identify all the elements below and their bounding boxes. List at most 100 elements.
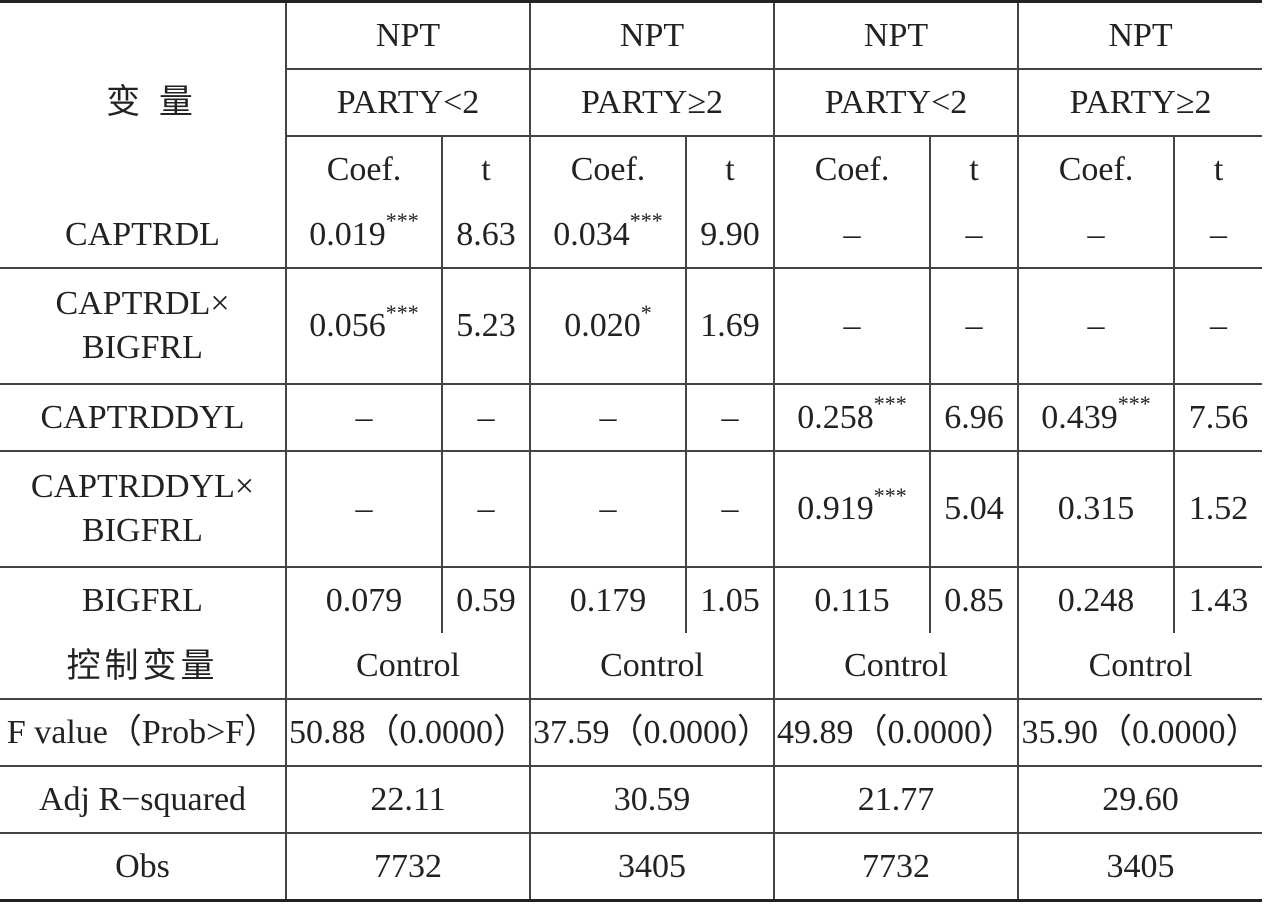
cell-value: – <box>477 490 495 527</box>
t-cell: 1.05 <box>685 566 775 633</box>
cell-value: 7.56 <box>1188 398 1249 436</box>
coef-cell: 0.179 <box>529 566 687 633</box>
significance-stars: *** <box>1117 391 1151 417</box>
group-subheader-party: PARTY<2 <box>773 68 1019 136</box>
summary-value: 7732 <box>773 832 1019 901</box>
t-cell: 7.56 <box>1173 383 1263 451</box>
cell-value: 1.43 <box>1188 581 1249 619</box>
table-row: BIGFRL 0.079 0.59 0.179 1.05 0.115 0.85 0.248 1.… <box>0 566 1263 633</box>
row-label-line: BIGFRL <box>82 512 203 549</box>
cell-value: 1.52 <box>1188 490 1249 527</box>
t-cell: – <box>929 267 1019 384</box>
coef-header: Coef. <box>773 135 931 202</box>
coef-cell: 0.056*** <box>285 267 442 384</box>
cell-value: 5.23 <box>456 307 516 344</box>
t-cell: 1.43 <box>1173 566 1263 633</box>
summary-value: 21.77 <box>773 765 1019 833</box>
group-header-npt: NPT <box>284 1 531 69</box>
cell-value: – <box>965 307 983 344</box>
cell-value: 0.439 <box>1041 398 1118 436</box>
cell-value: 1.69 <box>700 307 760 344</box>
coef-cell: 0.439*** <box>1017 383 1175 451</box>
header-row-npt: 变 量 NPT NPT NPT NPT <box>0 1 1263 122</box>
row-label: BIGFRL <box>0 566 286 633</box>
header-row-party: PARTY<2 PARTY≥2 PARTY<2 PARTY≥2 <box>0 68 1263 136</box>
cell-value: – <box>355 490 373 527</box>
row-label: CAPTRDL <box>65 215 220 253</box>
cell-value: 8.63 <box>456 215 516 253</box>
t-cell: – <box>1173 267 1263 384</box>
t-cell: – <box>1173 202 1263 268</box>
coef-header: Coef. <box>529 135 687 202</box>
summary-value: 7732 <box>284 832 531 901</box>
coef-cell: – <box>285 450 442 567</box>
summary-rows: 控制变量 Control Control Control Control F value（… <box>0 633 1263 901</box>
cell-value: – <box>1087 215 1105 253</box>
cell-value: – <box>1210 307 1228 344</box>
cell-value: 0.079 <box>325 581 403 619</box>
coef-header: Coef. <box>1017 135 1175 202</box>
summary-value: 3405 <box>1017 832 1263 901</box>
cell-value: 5.04 <box>944 490 1004 527</box>
summary-label: Adj R−squared <box>0 765 286 833</box>
table-row: CAPTRDL 0.019*** 8.63 0.034*** 9.90– – – – <box>0 202 1263 268</box>
table-row: CAPTRDDYL× BIGFRL – – – –0.919*** 5.04 0.315 1.5… <box>0 450 1263 567</box>
cell-value: 0.115 <box>814 581 890 619</box>
cell-value: – <box>721 490 739 527</box>
t-header: t <box>929 135 1019 202</box>
variable-header: 变 量 <box>106 82 197 122</box>
coef-cell: – <box>1017 267 1175 384</box>
row-label-line: CAPTRDL× <box>55 285 230 322</box>
cell-value: – <box>843 215 861 253</box>
group-header-npt: NPT <box>529 1 775 69</box>
summary-value: Control <box>284 633 531 699</box>
summary-value: 22.11 <box>284 765 531 833</box>
significance-stars: *** <box>629 208 663 234</box>
group-subheader-party: PARTY≥2 <box>1017 68 1263 136</box>
t-header: t <box>1173 135 1263 202</box>
summary-value: 35.90（0.0000） <box>1017 698 1263 766</box>
coef-cell: 0.248 <box>1017 566 1175 633</box>
cell-value: – <box>477 398 495 436</box>
t-cell: 0.59 <box>440 566 531 633</box>
summary-label: Obs <box>0 832 286 901</box>
group-header-npt: NPT <box>1017 1 1263 69</box>
summary-value: 30.59 <box>529 765 775 833</box>
cell-value: 0.315 <box>1057 490 1135 527</box>
coef-cell: – <box>773 267 931 384</box>
cell-value: 0.179 <box>569 581 647 619</box>
coef-cell: 0.115 <box>773 566 931 633</box>
t-cell: – <box>685 450 775 567</box>
coef-cell: 0.020* <box>529 267 687 384</box>
summary-label: 控制变量 <box>66 645 219 686</box>
group-subheader-party: PARTY<2 <box>284 68 531 136</box>
coef-cell: 0.019*** <box>285 202 442 268</box>
cell-value: 0.034 <box>553 215 630 253</box>
cell-value: 6.96 <box>944 398 1004 436</box>
summary-row: 控制变量 Control Control Control Control <box>0 633 1263 699</box>
coef-cell: – <box>285 383 442 451</box>
cell-value: 1.05 <box>700 581 760 619</box>
cell-value: – <box>355 398 373 436</box>
cell-value: – <box>599 490 617 527</box>
cell-value: 0.248 <box>1057 581 1135 619</box>
coef-cell: – <box>773 202 931 268</box>
t-cell: 1.52 <box>1173 450 1263 567</box>
summary-value: 37.59（0.0000） <box>529 698 775 766</box>
t-cell: – <box>440 450 531 567</box>
group-subheader-party: PARTY≥2 <box>529 68 775 136</box>
significance-stars: *** <box>873 391 907 417</box>
coef-cell: 0.919*** <box>773 450 931 567</box>
cell-value: – <box>1210 215 1228 253</box>
coef-cell: 0.315 <box>1017 450 1175 567</box>
cell-value: – <box>599 398 617 436</box>
cell-value: – <box>843 307 861 344</box>
coef-cell: 0.079 <box>285 566 442 633</box>
significance-stars: * <box>640 299 652 325</box>
group-header-npt: NPT <box>773 1 1019 69</box>
cell-value: 0.056 <box>309 307 386 344</box>
cell-value: – <box>1087 307 1105 344</box>
significance-stars: *** <box>385 299 419 325</box>
coef-cell: – <box>529 383 687 451</box>
